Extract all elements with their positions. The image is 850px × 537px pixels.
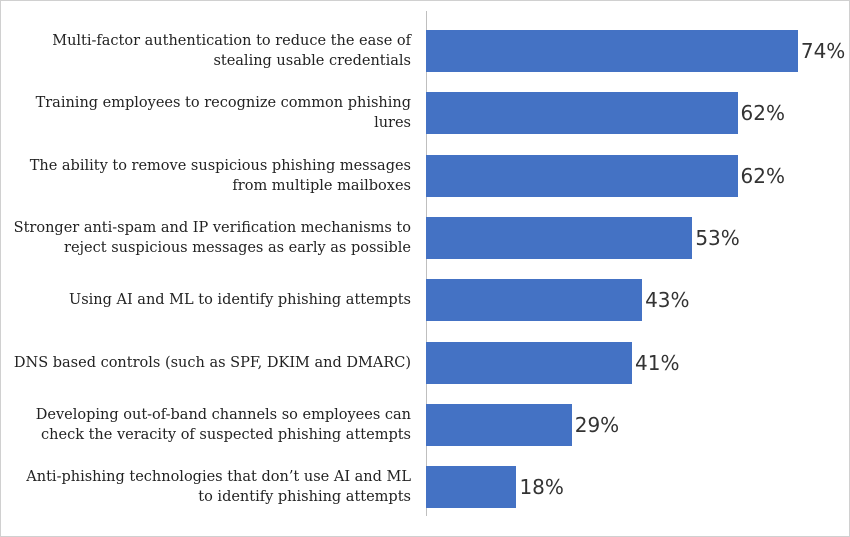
category-text: Using AI and ML to identify phishing att… [68, 292, 411, 309]
category-text: Multi-factor authentication to reduce th… [52, 33, 411, 70]
value-label: 18% [519, 475, 564, 500]
bar [426, 92, 738, 135]
category-text: DNS based controls (such as SPF, DKIM an… [13, 354, 411, 371]
bar [426, 403, 572, 446]
bar [426, 279, 643, 322]
bar [426, 466, 517, 509]
value-label: 62% [740, 101, 785, 126]
category-label: Anti-phishing technologies that don’t us… [9, 465, 411, 509]
value-label: 43% [645, 288, 690, 313]
category-text: Anti-phishing technologies that don’t us… [26, 469, 411, 506]
category-text: Training employees to recognize common p… [35, 95, 411, 132]
bar [426, 30, 798, 73]
value-label: 29% [574, 412, 620, 437]
category-text: Developing out-of-band channels so emplo… [35, 406, 411, 443]
category-label: The ability to remove suspicious phishin… [9, 154, 411, 198]
category-text: The ability to remove suspicious phishin… [29, 157, 411, 194]
value-label: 74% [800, 39, 846, 64]
bar [426, 217, 693, 260]
axis-line [426, 11, 427, 516]
bar [426, 154, 738, 197]
value-label: 62% [740, 163, 785, 188]
value-label: 53% [695, 226, 740, 251]
category-label: Stronger anti-spam and IP verification m… [9, 216, 411, 260]
category-label: Training employees to recognize common p… [9, 91, 411, 135]
category-text: Stronger anti-spam and IP verification m… [13, 220, 411, 257]
category-label: Multi-factor authentication to reduce th… [9, 29, 411, 73]
category-label: DNS based controls (such as SPF, DKIM an… [9, 341, 411, 385]
bar [426, 341, 633, 384]
category-label: Developing out-of-band channels so emplo… [9, 403, 411, 447]
value-label: 41% [635, 350, 680, 375]
category-label: Using AI and ML to identify phishing att… [9, 278, 411, 322]
